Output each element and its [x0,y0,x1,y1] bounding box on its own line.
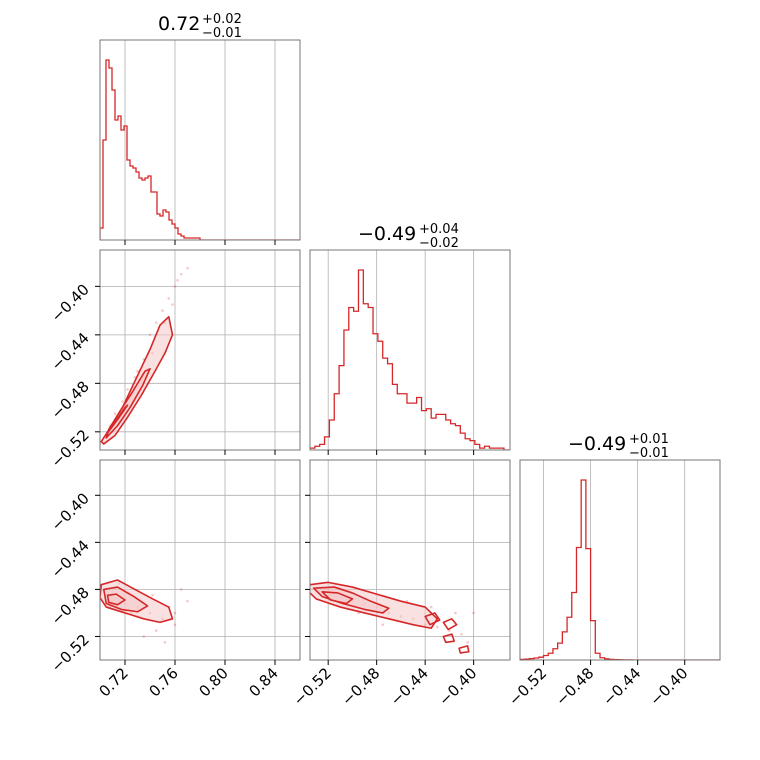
sample-point [142,635,146,638]
sample-point [121,400,124,403]
sample-point [173,285,177,288]
y-tick-label: −0.44 [48,329,93,374]
contour-level-4 [442,618,458,631]
title-median: −0.49 [568,433,626,455]
sample-point [163,641,167,644]
panel-border [309,249,511,451]
contour-level-6 [458,645,470,654]
panel-title-2: −0.49 +0.01 −0.01 [568,432,669,461]
sample-point [167,297,171,300]
panel-1-1 [309,249,511,455]
histogram-step-line [310,269,510,450]
y-tick-label: −0.40 [48,280,93,325]
y-tick-label: −0.44 [48,536,93,581]
title-plus: +0.04 [419,222,459,237]
contour-level-1 [102,586,149,613]
sample-point [381,623,385,627]
panel-1-0 [95,249,301,455]
title-median: 0.72 [158,13,200,35]
x-tick-label: −0.52 [290,664,335,709]
panel-border [99,459,301,661]
scatter-contour-2-0 [100,579,189,644]
panel-title-0: 0.72 +0.02 −0.01 [158,12,242,41]
contour-level-2 [106,593,126,606]
panel-border [309,459,511,661]
sample-point [136,369,139,373]
sample-point [186,599,189,603]
x-tick-label: 0.80 [195,664,231,700]
panel-2-2 [519,459,721,665]
scatter-contour-1-0 [100,266,189,446]
histogram-step-line [100,59,300,240]
y-tick-label: −0.52 [48,631,93,676]
sample-point [173,611,177,615]
histogram-step-line [520,479,720,660]
panel-border [99,249,301,451]
y-tick-label: −0.48 [48,377,93,422]
sample-point [151,593,154,597]
x-tick-label: −0.52 [505,664,550,709]
sample-point [113,412,117,415]
sample-point [154,629,158,632]
contour-level-3 [424,612,441,626]
scatter-contour-2-1 [310,581,475,654]
title-minus: −0.01 [629,446,669,461]
sample-point [171,303,174,306]
x-tick-label: 0.76 [145,664,181,700]
y-tick-label: −0.48 [48,584,93,629]
sample-point [179,588,183,591]
sample-point [179,272,183,276]
x-tick-label: −0.48 [552,664,597,709]
sample-point [161,309,164,312]
panel-0-0 [99,39,301,245]
x-tick-label: −0.40 [435,664,480,709]
sample-point [186,266,189,270]
x-tick-label: −0.44 [599,664,644,709]
title-minus: −0.02 [419,236,459,251]
x-tick-label: 0.72 [95,664,131,700]
histogram-1 [310,269,510,450]
sample-point [472,611,475,615]
sample-point [148,333,152,337]
title-plus: +0.01 [629,432,669,447]
sample-point [435,625,439,629]
contour-level-2 [106,404,129,434]
title-median: −0.49 [358,223,416,245]
contour-level-2 [321,590,354,605]
y-tick-label: −0.40 [48,489,93,534]
histogram-0 [100,59,300,240]
sample-point [176,279,179,282]
x-tick-label: −0.40 [646,664,691,709]
sample-point [429,605,433,609]
sample-point [460,632,463,636]
panel-title-1: −0.49 +0.04 −0.02 [358,222,459,251]
panel-border [519,459,721,661]
sample-point [466,641,469,644]
title-plus: +0.02 [202,12,242,27]
panel-2-0 [95,459,301,665]
title-minus: −0.01 [202,26,242,41]
x-tick-label: 0.84 [245,664,281,700]
y-tick-label: −0.52 [48,426,93,471]
sample-point [454,611,457,615]
contour-level-1 [105,367,151,439]
sample-point [154,321,158,325]
sample-point [173,623,177,627]
panel-2-1 [305,459,511,665]
x-tick-label: −0.44 [387,664,432,709]
sample-point [126,388,129,391]
x-tick-label: −0.48 [338,664,383,709]
contour-level-5 [442,633,456,644]
panel-border [99,39,301,241]
histogram-2 [520,479,720,660]
